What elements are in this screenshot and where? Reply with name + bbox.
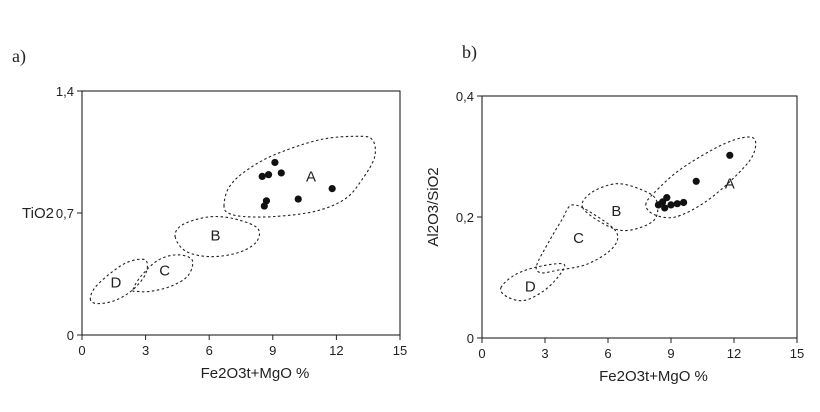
x-tick-label: 15 [393, 343, 407, 358]
data-point [726, 151, 734, 159]
x-tick-label: 12 [727, 346, 741, 361]
x-tick-label: 0 [478, 346, 485, 361]
data-point [661, 204, 669, 212]
region-outline-b [174, 215, 261, 258]
x-tick-label: 12 [329, 343, 343, 358]
region-outline-a [223, 135, 376, 218]
panel-b: b) 0 3 6 9 12 15 0 0,2 0,4 Fe2O3t+MgO % Al2O3/SiO2 A… [425, 42, 804, 385]
y-axis-title: TiO2 [22, 205, 54, 222]
y-tick-label: 0,4 [456, 89, 474, 104]
x-tick-label: 9 [269, 343, 276, 358]
data-point [277, 169, 285, 177]
data-point [328, 185, 336, 193]
region-label-a: A [725, 176, 735, 193]
region-outline-c [535, 204, 619, 274]
region-outline-d [500, 263, 566, 302]
region-label-a: A [306, 168, 316, 185]
region-outline-d [89, 258, 148, 305]
data-point [258, 172, 266, 180]
data-point [667, 201, 675, 209]
region-label-b: B [611, 203, 621, 220]
x-tick-label: 0 [78, 343, 85, 358]
data-point [663, 194, 671, 202]
panel-a: a) 0 3 6 9 12 15 0 0,7 1,4 Fe2O3t+MgO % TiO2 A B C D [12, 46, 407, 382]
region-label-c: C [573, 230, 584, 247]
x-axis-title: Fe2O3t+MgO % [201, 365, 310, 382]
y-axis-title: Al2O3/SiO2 [425, 167, 442, 246]
region-label-c: C [159, 263, 170, 280]
y-tick-label: 0 [67, 328, 74, 343]
data-point [264, 171, 273, 179]
data-point [673, 200, 681, 208]
plot-frame-a [81, 90, 401, 336]
panel-label-b: b) [462, 42, 477, 63]
data-point [271, 158, 279, 167]
region-label-b: B [211, 228, 221, 245]
x-tick-label: 3 [142, 343, 149, 358]
y-tick-label: 0,2 [456, 210, 474, 225]
x-tick-label: 9 [667, 346, 674, 361]
data-point [294, 195, 302, 203]
x-axis-title: Fe2O3t+MgO % [599, 368, 708, 385]
region-label-d: D [525, 279, 536, 296]
x-tick-label: 3 [541, 346, 548, 361]
panel-label-a: a) [12, 46, 26, 67]
plot-frame-b [481, 95, 798, 339]
x-tick-label: 6 [604, 346, 611, 361]
x-tick-label: 6 [206, 343, 213, 358]
data-point [680, 198, 688, 207]
y-tick-label: 1,4 [56, 84, 74, 99]
data-point [692, 177, 700, 185]
data-point [262, 197, 271, 205]
region-outline-b [581, 183, 659, 232]
y-tick-label: 0,7 [56, 206, 74, 221]
y-tick-label: 0 [467, 331, 474, 346]
region-label-d: D [110, 275, 121, 292]
region-outline-c [132, 254, 194, 293]
x-tick-label: 15 [790, 346, 804, 361]
